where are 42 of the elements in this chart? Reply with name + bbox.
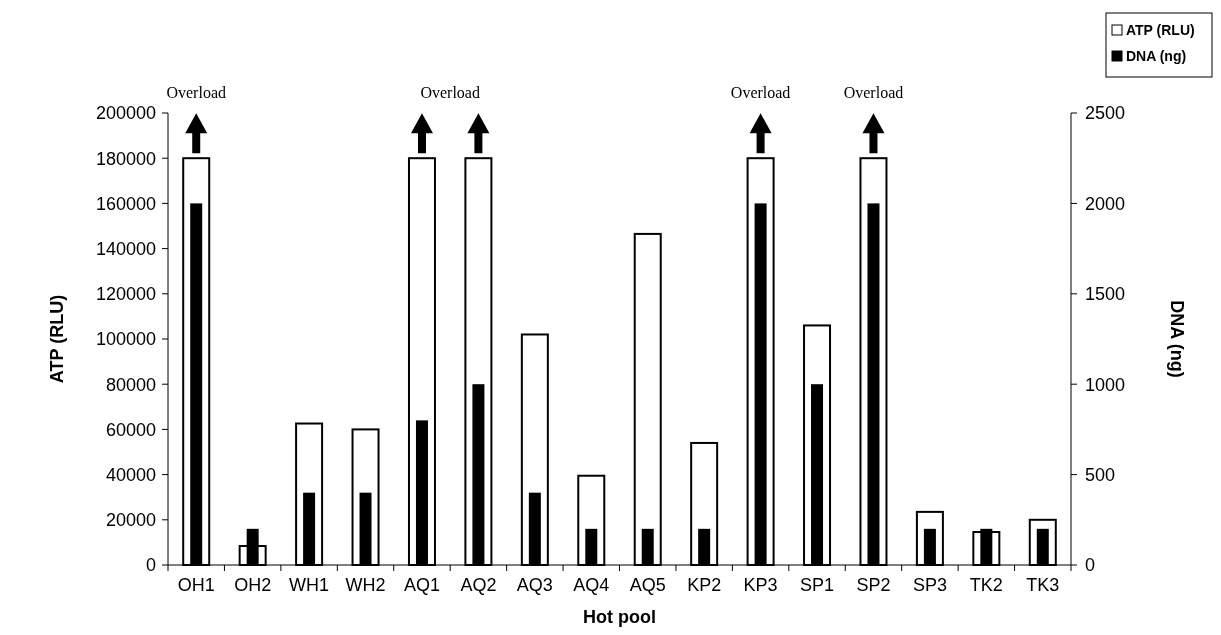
y2-tick-label: 2000 bbox=[1085, 193, 1126, 214]
x-tick-label: KP2 bbox=[687, 575, 722, 595]
x-tick-label: OH2 bbox=[234, 575, 272, 595]
text: Overload bbox=[420, 84, 480, 102]
x-tick-label: OH1 bbox=[177, 575, 215, 595]
y2-tick-label: 0 bbox=[1085, 555, 1096, 576]
x-tick-label: AQ4 bbox=[573, 575, 610, 595]
x-tick-label: WH2 bbox=[345, 575, 386, 595]
legend-label: DNA (ng) bbox=[1126, 47, 1187, 64]
x-tick-label: AQ5 bbox=[629, 575, 666, 595]
y-axis-title: ATP (RLU) bbox=[47, 294, 67, 384]
y-tick-label: 100000 bbox=[95, 329, 156, 350]
text: Overload bbox=[730, 84, 791, 102]
y2-tick-label: 1500 bbox=[1085, 284, 1126, 305]
y-tick-label: 60000 bbox=[105, 419, 156, 440]
x-tick-label: SP2 bbox=[856, 575, 891, 595]
text: Overload bbox=[166, 84, 226, 102]
x-tick-label: AQ2 bbox=[460, 575, 497, 595]
y-tick-label: 80000 bbox=[105, 374, 156, 395]
y-tick-label: 160000 bbox=[95, 193, 156, 214]
x-tick-label: AQ3 bbox=[516, 575, 553, 595]
y-tick-label: 0 bbox=[145, 555, 156, 576]
x-tick-label: TK2 bbox=[969, 575, 1003, 595]
y-tick-label: 120000 bbox=[95, 284, 156, 305]
y-tick-label: 20000 bbox=[105, 510, 156, 531]
x-tick-label: AQ1 bbox=[403, 575, 440, 595]
y2-tick-label: 1000 bbox=[1085, 374, 1126, 395]
y-tick-label: 40000 bbox=[105, 464, 156, 485]
y-tick-label: 140000 bbox=[95, 238, 156, 259]
text: Overload bbox=[843, 84, 904, 102]
x-axis-title: Hot pool bbox=[583, 607, 656, 627]
y-tick-label: 180000 bbox=[95, 148, 156, 169]
y2-axis-title: DNA (ng) bbox=[1167, 300, 1187, 378]
x-tick-label: KP3 bbox=[743, 575, 778, 595]
x-tick-label: WH1 bbox=[289, 575, 330, 595]
y2-tick-label: 2500 bbox=[1085, 103, 1126, 124]
x-tick-label: TK3 bbox=[1026, 575, 1060, 595]
x-tick-label: SP1 bbox=[800, 575, 835, 595]
y2-tick-label: 500 bbox=[1085, 464, 1116, 485]
x-tick-label: SP3 bbox=[912, 575, 947, 595]
legend-label: ATP (RLU) bbox=[1126, 21, 1195, 38]
y-tick-label: 200000 bbox=[95, 103, 156, 124]
